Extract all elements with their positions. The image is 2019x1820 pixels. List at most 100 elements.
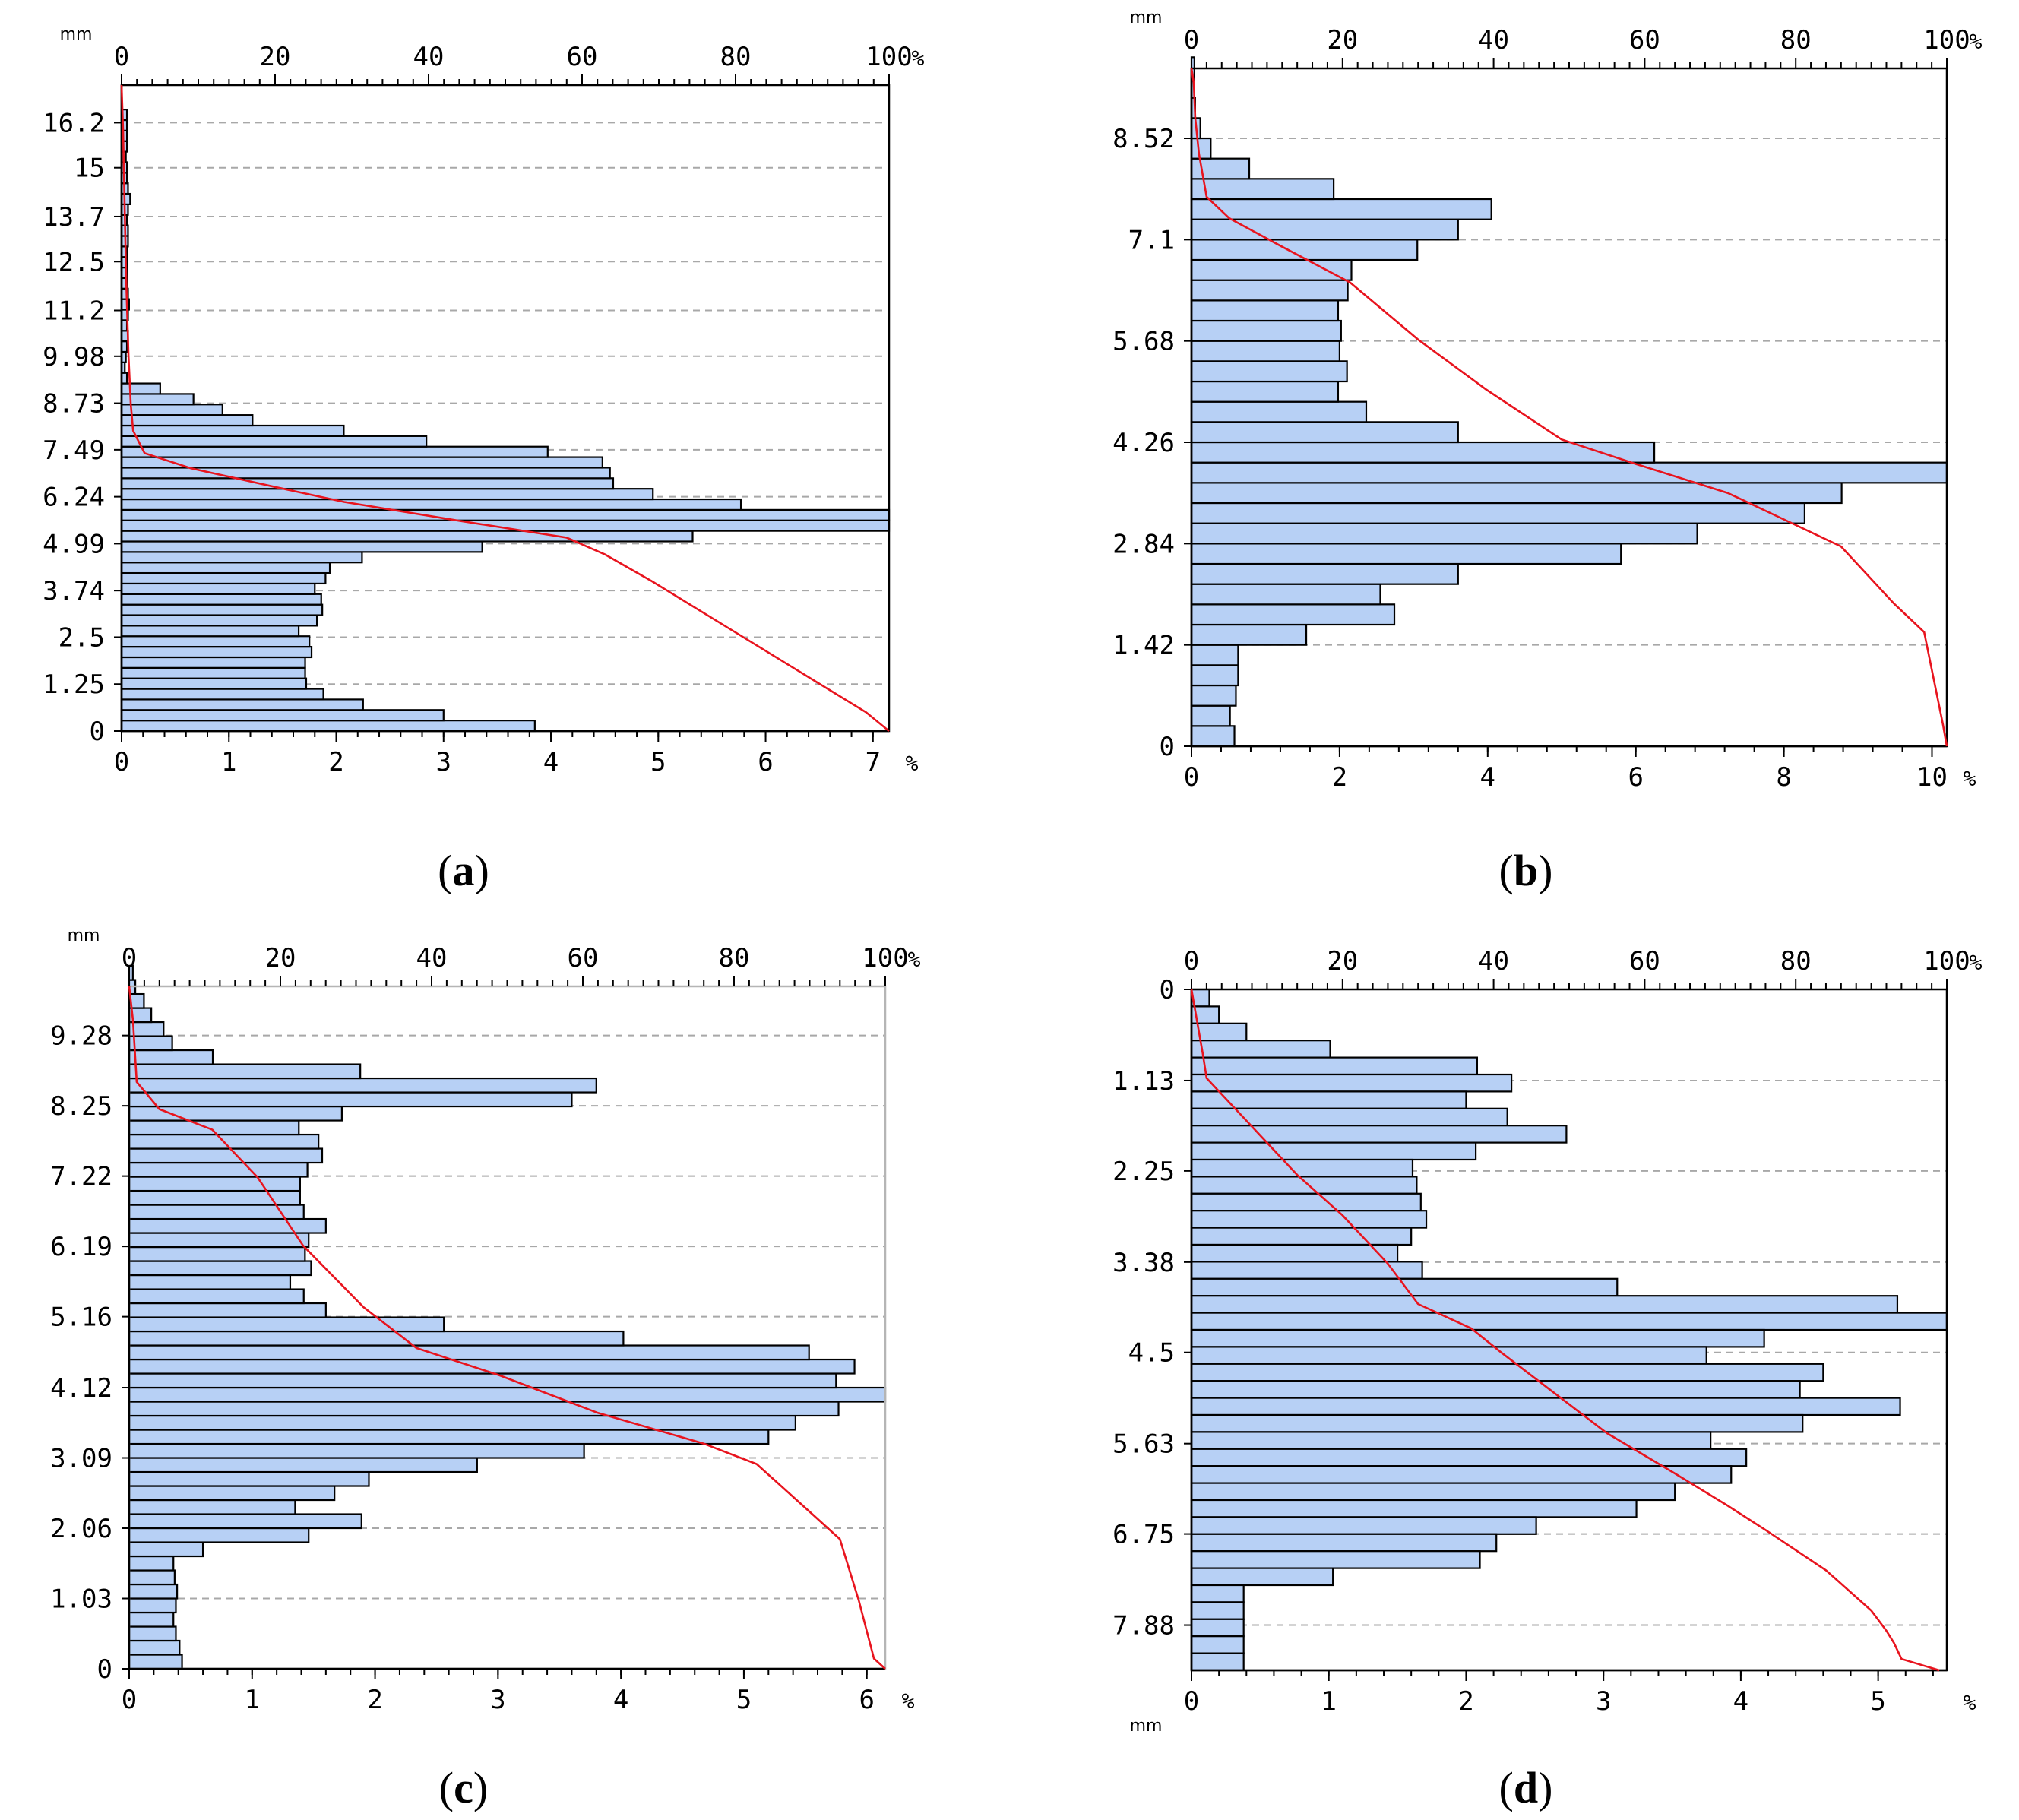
panel-c-chart: 0 1.03 2.06 3.09 4.12 5.16 6.19 7.22 8.25 9.28 0 1 2… (50, 926, 920, 1715)
size-tick-label: 5.68 (1112, 327, 1175, 357)
histogram-bar (1190, 1227, 1413, 1246)
cumulative-tick-label: 40 (413, 42, 445, 72)
frequency-tick-label: 1 (1321, 1686, 1336, 1717)
frequency-tick-label: 4 (613, 1685, 628, 1715)
histogram-bar (1190, 1210, 1428, 1229)
histogram-bar (128, 1569, 176, 1586)
cumulative-tick-label: 20 (1327, 946, 1358, 976)
size-tick-label: 12.5 (43, 247, 105, 277)
histogram-bar (1190, 543, 1622, 565)
histogram-bar (128, 1105, 343, 1122)
histogram-bar (1190, 1380, 1801, 1399)
histogram-bar (128, 1302, 327, 1318)
histogram-bar (128, 1161, 309, 1178)
histogram-bar (120, 582, 316, 595)
histogram-bar (1190, 1413, 1804, 1433)
histogram-bar (128, 1442, 585, 1459)
histogram-bar (1190, 1431, 1712, 1450)
histogram-bar (120, 488, 654, 501)
size-tick-label: 3.38 (1112, 1248, 1175, 1278)
histogram-bar (120, 551, 363, 564)
histogram-bar (1190, 1465, 1733, 1484)
size-tick-label: 1.25 (43, 669, 105, 700)
size-tick-label: 1.13 (1112, 1066, 1175, 1097)
histogram-bar (128, 1513, 362, 1530)
histogram-bar (120, 508, 891, 521)
size-tick-label: 11.2 (43, 296, 105, 327)
cumulative-tick-label: 0 (1184, 946, 1199, 976)
cumulative-tick-label: 80 (719, 943, 750, 973)
cumulative-tick-label: 80 (1780, 25, 1812, 55)
histogram-bar (1190, 725, 1236, 748)
histogram-bar (1190, 623, 1308, 646)
cumulative-curve (1190, 68, 1948, 747)
cumulative-unit-label: % (908, 947, 921, 972)
histogram-bar (120, 540, 483, 553)
size-tick-label: 7.88 (1112, 1611, 1175, 1641)
histogram-bar (1190, 1346, 1707, 1365)
cumulative-tick-label: 60 (568, 943, 599, 973)
frequency-tick-label: 0 (1184, 762, 1199, 793)
frequency-tick-label: 2 (1458, 1686, 1473, 1717)
histogram-bar (1190, 603, 1396, 626)
size-tick-label: 8.52 (1112, 124, 1175, 154)
cumulative-unit-label: % (1970, 950, 1983, 975)
cumulative-curve (1190, 989, 1940, 1672)
cumulative-tick-label: 80 (1780, 946, 1812, 976)
histogram-bar (1190, 461, 1948, 484)
histogram-bar (1190, 1107, 1508, 1127)
histogram-bar (128, 1639, 181, 1656)
size-tick-label: 2.5 (59, 622, 105, 653)
size-tick-label: 1.03 (50, 1584, 112, 1615)
size-tick-label: 3.09 (50, 1444, 112, 1474)
size-tick-label: 6.19 (50, 1232, 112, 1262)
cumulative-tick-label: 20 (260, 42, 291, 72)
frequency-tick-label: 4 (543, 747, 559, 777)
histogram-bar (128, 1625, 177, 1642)
cumulative-tick-label: 60 (1629, 25, 1660, 55)
histogram-bar (128, 964, 134, 981)
histogram-bar (1190, 1618, 1245, 1638)
histogram-bar (1190, 1243, 1399, 1263)
size-tick-label: 3.74 (43, 576, 105, 606)
histogram-bar (1190, 441, 1656, 464)
histogram-bar (120, 519, 891, 532)
histogram-bar (1190, 684, 1237, 707)
histogram-bar (120, 382, 161, 395)
histogram-bar (128, 1077, 597, 1094)
histogram-bar (1190, 1056, 1479, 1076)
size-unit-label: mm (1130, 1717, 1163, 1736)
histogram-bar (128, 1176, 301, 1192)
histogram-bar (120, 445, 549, 458)
histogram-bar (128, 1541, 204, 1558)
frequency-tick-label: 6 (1628, 762, 1643, 793)
histogram-bar (120, 498, 742, 511)
histogram-bar (128, 1091, 573, 1108)
histogram-bar (120, 720, 536, 733)
histogram-bar (120, 530, 694, 543)
histogram-bar (128, 1414, 796, 1431)
frequency-tick-label: 4 (1733, 1686, 1748, 1717)
size-tick-label: 1.42 (1112, 631, 1175, 661)
histogram-bar (1190, 1040, 1331, 1059)
histogram-bar (120, 646, 313, 659)
histogram-bar (128, 1485, 336, 1502)
histogram-bar (1190, 1584, 1245, 1603)
histogram-bar (128, 1049, 214, 1065)
histogram-bar (120, 656, 306, 669)
size-tick-label: 6.24 (43, 483, 105, 513)
cumulative-unit-label: % (1970, 29, 1983, 54)
histogram-bar (120, 688, 324, 701)
cumulative-tick-label: 100 (1923, 25, 1970, 55)
histogram-bar (128, 1597, 177, 1614)
histogram-bar (128, 1583, 179, 1600)
histogram-bar (128, 1470, 370, 1487)
cumulative-tick-label: 100 (862, 943, 908, 973)
histogram-bar (120, 192, 131, 206)
histogram-bar (120, 614, 318, 627)
histogram-bar (120, 677, 308, 690)
histogram-bar (1190, 380, 1340, 403)
histogram-bar (1190, 421, 1459, 444)
cumulative-unit-label: % (912, 46, 925, 71)
size-tick-label: 4.99 (43, 529, 105, 559)
